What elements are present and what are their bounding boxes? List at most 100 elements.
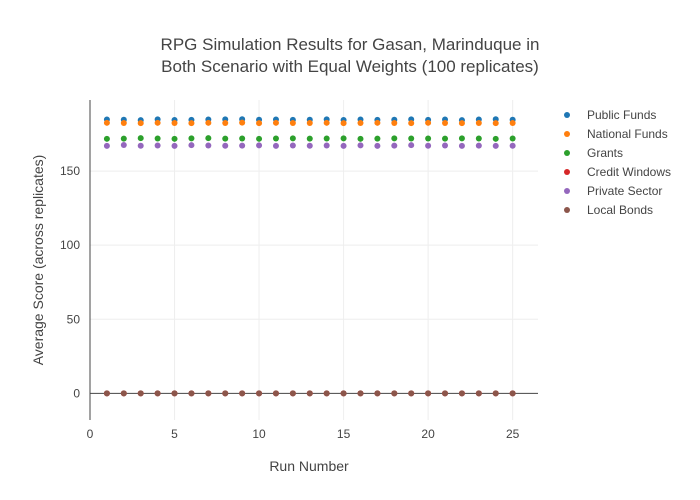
x-tick-label: 5	[171, 427, 178, 441]
data-point	[391, 390, 398, 397]
data-point	[171, 135, 178, 142]
data-point	[222, 119, 229, 126]
legend: Public Funds National Funds Grants Credit W…	[564, 108, 671, 217]
grid-layer	[90, 100, 538, 420]
legend-label: Local Bonds	[587, 203, 653, 217]
data-point	[475, 119, 482, 126]
data-point	[239, 390, 246, 397]
x-tick-label: 0	[87, 427, 94, 441]
legend-marker	[564, 131, 570, 137]
data-point	[103, 119, 110, 126]
data-point	[306, 142, 313, 149]
data-point	[408, 120, 415, 127]
data-point	[408, 142, 415, 149]
x-axis-title: Run Number	[269, 458, 349, 474]
data-point	[357, 119, 364, 126]
data-point	[289, 142, 296, 149]
legend-label: Credit Windows	[587, 165, 671, 179]
data-point	[442, 390, 449, 397]
data-point	[256, 390, 263, 397]
data-point	[188, 120, 195, 127]
data-point	[137, 120, 144, 127]
data-point	[289, 135, 296, 142]
data-point	[306, 135, 313, 142]
data-point	[458, 142, 465, 149]
data-point	[374, 142, 381, 149]
data-point	[357, 142, 364, 149]
data-point	[323, 119, 330, 126]
data-point	[154, 135, 161, 142]
data-point	[171, 119, 178, 126]
data-point	[492, 135, 499, 142]
data-point	[272, 119, 279, 126]
y-tick-label: 100	[60, 238, 80, 252]
chart-title-line-2: Both Scenario with Equal Weights (100 re…	[161, 57, 539, 76]
data-point	[103, 390, 110, 397]
data-point	[239, 119, 246, 126]
data-point	[205, 142, 212, 149]
data-point	[492, 120, 499, 127]
data-point	[458, 135, 465, 142]
data-point	[120, 135, 127, 142]
data-point	[323, 142, 330, 149]
data-point	[137, 390, 144, 397]
data-point	[137, 142, 144, 149]
data-points	[103, 116, 516, 397]
data-point	[475, 135, 482, 142]
x-tick-label: 10	[252, 427, 266, 441]
data-point	[475, 142, 482, 149]
x-tick-label: 25	[506, 427, 520, 441]
legend-marker	[564, 112, 570, 118]
data-point	[323, 135, 330, 142]
data-point	[188, 135, 195, 142]
data-point	[442, 142, 449, 149]
data-point	[425, 119, 432, 126]
data-point	[391, 135, 398, 142]
y-tick-label: 150	[60, 164, 80, 178]
data-point	[239, 142, 246, 149]
legend-label: Grants	[587, 146, 623, 160]
legend-marker	[564, 207, 570, 213]
data-point	[425, 135, 432, 142]
legend-marker	[564, 150, 570, 156]
legend-label: Public Funds	[587, 108, 656, 122]
legend-marker	[564, 169, 570, 175]
data-point	[509, 119, 516, 126]
chart-text: RPG Simulation Results for Gasan, Marind…	[30, 35, 539, 474]
data-point	[374, 119, 381, 126]
data-point	[509, 135, 516, 142]
data-point	[458, 390, 465, 397]
legend-label: Private Sector	[587, 184, 662, 198]
data-point	[171, 142, 178, 149]
data-point	[492, 390, 499, 397]
axes: 0 5 10 15 20 25 0 50 100 150	[60, 100, 538, 441]
y-tick-label: 0	[73, 386, 80, 400]
data-point	[374, 390, 381, 397]
data-point	[340, 120, 347, 127]
data-point	[357, 390, 364, 397]
data-point	[340, 135, 347, 142]
data-point	[205, 119, 212, 126]
data-point	[475, 390, 482, 397]
data-point	[306, 119, 313, 126]
data-point	[509, 142, 516, 149]
data-point	[222, 390, 229, 397]
data-point	[256, 142, 263, 149]
data-point	[222, 142, 229, 149]
y-tick-label: 50	[67, 312, 81, 326]
data-point	[256, 120, 263, 127]
data-point	[120, 142, 127, 149]
data-point	[289, 119, 296, 126]
data-point	[509, 390, 516, 397]
data-point	[222, 135, 229, 142]
data-point	[239, 135, 246, 142]
data-point	[154, 390, 161, 397]
data-point	[272, 390, 279, 397]
data-point	[205, 390, 212, 397]
data-point	[340, 142, 347, 149]
data-point	[103, 142, 110, 149]
data-point	[357, 135, 364, 142]
data-point	[442, 135, 449, 142]
